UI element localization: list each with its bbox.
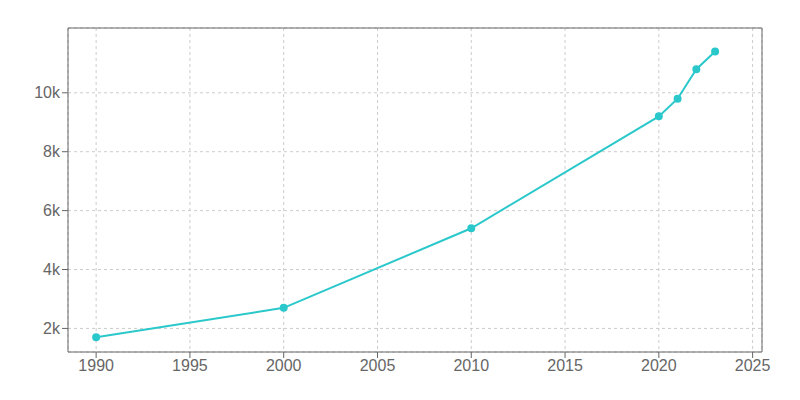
svg-text:2k: 2k	[43, 320, 61, 337]
svg-text:2015: 2015	[547, 357, 583, 374]
svg-text:1995: 1995	[172, 357, 208, 374]
svg-text:8k: 8k	[43, 143, 61, 160]
svg-text:2020: 2020	[641, 357, 677, 374]
svg-text:2005: 2005	[360, 357, 396, 374]
svg-text:10k: 10k	[34, 84, 61, 101]
svg-text:2025: 2025	[735, 357, 771, 374]
svg-text:2010: 2010	[453, 357, 489, 374]
svg-text:4k: 4k	[43, 261, 61, 278]
svg-text:2000: 2000	[266, 357, 302, 374]
svg-text:1990: 1990	[78, 357, 114, 374]
svg-text:6k: 6k	[43, 202, 61, 219]
